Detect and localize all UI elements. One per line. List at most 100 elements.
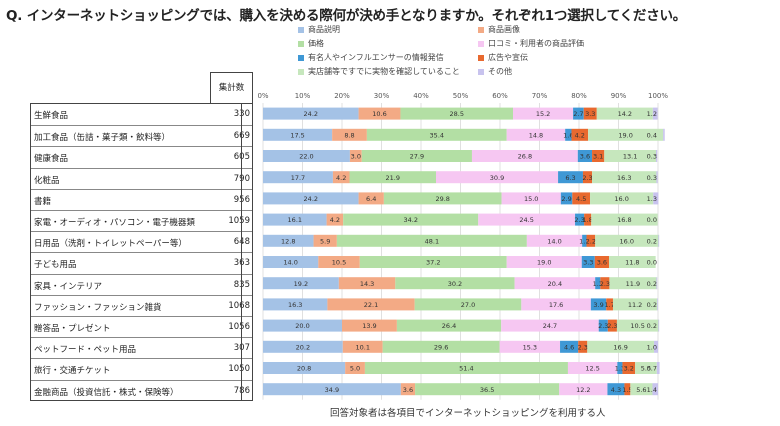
bar-segment	[600, 277, 610, 290]
bar-segment	[573, 107, 584, 120]
bar-segment	[332, 128, 367, 141]
category-label: 日用品（洗剤・トイレットペーパー等）	[34, 239, 187, 250]
data-label: 0.2	[647, 301, 657, 309]
data-label: 16.3	[617, 174, 631, 182]
bar-segment	[592, 171, 657, 184]
bar-segment	[326, 213, 344, 226]
bar-segment	[342, 319, 397, 332]
data-label: 19.0	[618, 131, 632, 139]
data-label: 3.1	[593, 153, 603, 161]
data-label: 4.6	[564, 343, 574, 351]
data-label: 17.5	[290, 131, 304, 139]
data-label: 2.3	[598, 322, 608, 330]
category-label: 書籍	[34, 196, 52, 207]
category-label: 加工食品（缶詰・菓子類・飲料等）	[34, 133, 171, 144]
bar-segment	[366, 128, 507, 141]
data-label: 2.2	[586, 237, 596, 245]
legend-label: 商品説明	[308, 25, 340, 34]
category-label: 子ども用品	[34, 260, 77, 271]
bar-segment	[478, 213, 576, 226]
bar-segment	[349, 150, 362, 162]
bar-segment	[582, 234, 587, 247]
data-label: 19.2	[294, 280, 308, 288]
data-label: 51.4	[459, 365, 473, 373]
data-label: 1.2	[647, 110, 657, 118]
bar-segment	[383, 192, 502, 205]
bar-segment	[577, 150, 593, 162]
data-label: 0.0	[647, 259, 657, 267]
bar-segment	[656, 362, 660, 374]
data-label: 28.5	[450, 110, 464, 118]
data-label: 16.9	[613, 343, 627, 351]
bar-segment	[584, 213, 592, 226]
data-label: 3.0	[351, 153, 361, 161]
bar-segment	[653, 192, 659, 205]
data-label: 12.5	[585, 365, 599, 373]
bar-segment	[616, 319, 659, 332]
bar-segment	[663, 128, 665, 141]
bar-segment	[624, 383, 631, 396]
data-label: 2.9	[561, 195, 571, 203]
bar-segment	[471, 150, 578, 162]
data-label: 1.3	[615, 365, 625, 373]
data-label: 20.4	[548, 280, 562, 288]
category-label: ファッション・ファッション雑貨	[34, 302, 162, 313]
bar-segment	[263, 150, 350, 162]
data-label: 2.3	[582, 174, 592, 182]
data-label: 3.3	[585, 110, 595, 118]
legend-item: 実店舗等ですでに実物を確認していること	[298, 66, 460, 77]
bar-segment	[521, 298, 591, 311]
bar-segment	[578, 340, 588, 353]
bar-segment	[514, 277, 596, 290]
bar-segment	[382, 340, 500, 353]
data-label: 20.0	[295, 322, 309, 330]
data-label: 11.9	[626, 280, 640, 288]
data-label: 3.6	[597, 259, 607, 267]
bar-segment	[567, 362, 618, 374]
data-label: 30.9	[490, 174, 504, 182]
data-label: 2.3	[600, 280, 610, 288]
data-label: 6.4	[366, 195, 376, 203]
bar-segment	[630, 383, 653, 396]
bar-segment	[656, 277, 658, 290]
data-label: 3.3	[583, 259, 593, 267]
legend-item: その他	[478, 66, 512, 77]
bar-segment	[582, 171, 593, 184]
bar-segment	[263, 298, 328, 311]
count-value: 1050	[228, 364, 250, 375]
count-value: 1059	[228, 216, 250, 226]
data-label: 24.2	[304, 110, 318, 118]
table-row: ファッション・ファッション雑貨 1068	[31, 294, 252, 316]
data-label: 1.0	[647, 343, 657, 351]
bar-segment	[607, 383, 625, 396]
legend-swatch	[478, 68, 484, 75]
page-title: Q. インターネットショッピングでは、購入を決める際何が決め手となりますか。それ…	[6, 8, 687, 24]
x-tick-label: 0%	[257, 92, 268, 100]
bar-segment	[612, 298, 658, 311]
bar-segment	[594, 256, 610, 268]
bar-segment	[506, 128, 566, 141]
legend-label: 有名人やインフルエンサーの情報発信	[308, 53, 444, 62]
data-label: 12.2	[576, 386, 590, 394]
bar-segment	[263, 362, 346, 374]
data-label: 10.5	[630, 322, 644, 330]
data-label: 16.0	[620, 237, 634, 245]
data-label: 13.1	[623, 153, 637, 161]
data-label: 4.2	[575, 131, 585, 139]
x-tick-label: 90%	[611, 92, 627, 100]
bar-segment	[656, 171, 658, 184]
data-label: 37.2	[426, 259, 440, 267]
legend-swatch	[298, 54, 304, 61]
data-label: 29.6	[434, 343, 448, 351]
x-tick-label: 20%	[334, 92, 350, 100]
bar-segment	[506, 256, 582, 268]
bar-segment	[658, 319, 660, 332]
bar-segment	[263, 383, 401, 396]
x-tick-label: 100%	[648, 92, 668, 100]
bar-segment	[361, 150, 472, 162]
data-label: 14.8	[529, 131, 543, 139]
bar-segment	[499, 340, 561, 353]
data-label: 5.5	[641, 365, 651, 373]
bar-segment	[396, 319, 502, 332]
